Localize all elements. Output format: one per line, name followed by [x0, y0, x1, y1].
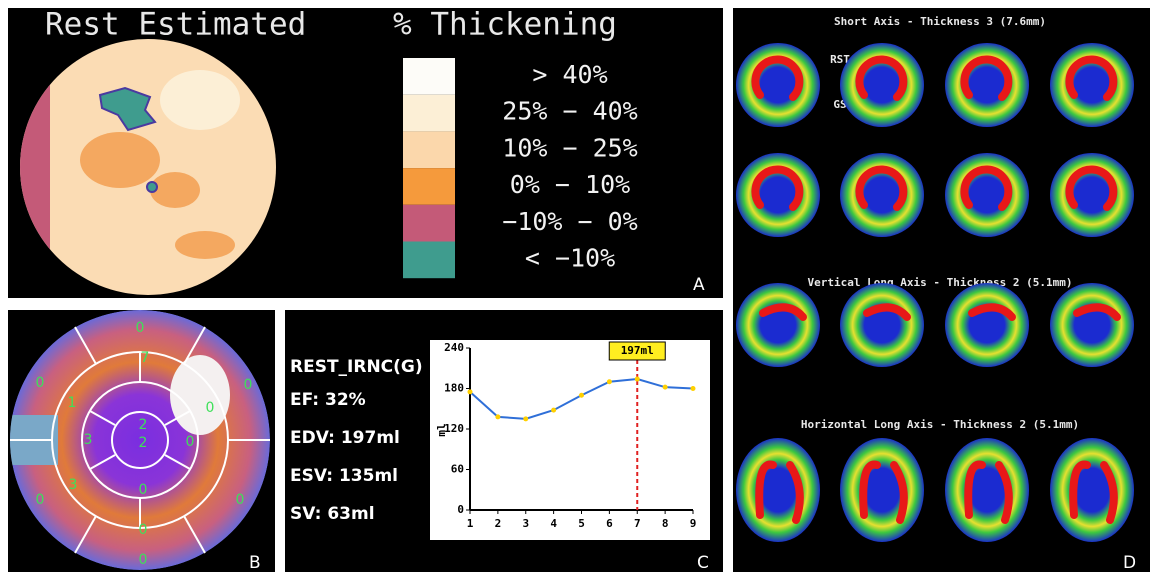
scan-image — [840, 283, 924, 367]
figure: Rest Estimated % Thickening > 40% 25% − 4… — [0, 0, 1153, 574]
y-tick-label: 180 — [444, 382, 464, 395]
segment-value: 3 — [69, 477, 78, 493]
x-axis-label: Interval # — [548, 543, 615, 556]
scan-image — [1050, 438, 1134, 542]
map-region — [147, 182, 157, 192]
map-region — [175, 231, 235, 259]
legend-swatch — [403, 242, 455, 279]
segment-value: 1 — [68, 395, 77, 411]
segment-value: 0 — [236, 492, 245, 508]
segment-value: 2 — [139, 435, 148, 451]
y-tick-label: 240 — [444, 341, 464, 354]
point — [663, 385, 668, 390]
section-title: Vertical Long Axis - Thickness 2 (5.1mm) — [808, 276, 1073, 289]
y-axis-label: ml — [435, 423, 448, 436]
x-tick-label: 7 — [634, 517, 641, 530]
point — [691, 386, 696, 391]
point — [468, 389, 473, 394]
info-text: REST_IRNC(G) — [290, 357, 423, 377]
page: {"panel_a": {"title_left": "Rest Estimat… — [0, 0, 1153, 574]
segment-value: 0 — [36, 375, 45, 391]
segment-value: 0 — [244, 377, 253, 393]
legend-swatch — [403, 131, 455, 168]
segment-value: 2 — [139, 417, 148, 433]
scan-image — [736, 438, 820, 542]
scan-image — [945, 438, 1029, 542]
map-region — [150, 172, 200, 208]
segment-value: 0 — [139, 552, 148, 568]
panel-label: B — [249, 553, 261, 573]
x-tick-label: 3 — [522, 517, 529, 530]
segment-value: 7 — [141, 350, 150, 366]
x-tick-label: 5 — [578, 517, 585, 530]
x-tick-label: 6 — [606, 517, 613, 530]
segment-value: 0 — [136, 320, 145, 336]
legend-label: 0% − 10% — [510, 170, 630, 199]
point — [579, 393, 584, 398]
annotation-label: 197ml — [621, 344, 654, 357]
section-title: Short Axis - Thickness 3 (7.6mm) — [834, 15, 1046, 28]
point — [635, 377, 640, 382]
info-text: EF: 32% — [290, 390, 366, 410]
segment-value: 0 — [139, 522, 148, 538]
legend-label: 25% − 40% — [502, 97, 637, 126]
y-tick-label: 0 — [457, 503, 464, 516]
point — [607, 379, 612, 384]
section-title: Horizontal Long Axis - Thickness 2 (5.1m… — [801, 418, 1079, 431]
legend-label: > 40% — [532, 60, 607, 89]
info-text: SV: 63ml — [290, 504, 375, 524]
scan-image — [1050, 283, 1134, 367]
bullseye-region — [170, 355, 230, 435]
panel-label: A — [693, 275, 705, 295]
legend-label: 10% − 25% — [502, 133, 637, 162]
legend-swatch — [403, 205, 455, 242]
segment-value: 3 — [84, 432, 93, 448]
polar-map — [20, 39, 276, 295]
map-region — [80, 132, 160, 188]
segment-value: 0 — [36, 492, 45, 508]
segment-value: 0 — [186, 434, 195, 450]
info-text: ESV: 135ml — [290, 466, 398, 486]
legend-swatch — [403, 58, 455, 95]
x-tick-label: 8 — [662, 517, 669, 530]
x-tick-label: 4 — [550, 517, 557, 530]
legend-label: −10% − 0% — [502, 207, 637, 236]
point — [551, 408, 556, 413]
panel-a-title: % Thickening — [393, 7, 617, 43]
map-region — [160, 70, 240, 130]
info-text: EDV: 197ml — [290, 428, 400, 448]
legend-label: < −10% — [525, 244, 615, 273]
panel-label: D — [1123, 553, 1136, 573]
scan-image — [945, 283, 1029, 367]
point — [523, 416, 528, 421]
segment-value: 0 — [206, 400, 215, 416]
legend-swatch — [403, 95, 455, 132]
x-tick-label: 1 — [467, 517, 474, 530]
segment-value: 0 — [139, 482, 148, 498]
scan-image — [840, 438, 924, 542]
x-tick-label: 2 — [495, 517, 502, 530]
y-tick-label: 60 — [451, 463, 464, 476]
point — [495, 414, 500, 419]
x-tick-label: 9 — [690, 517, 697, 530]
scan-image — [736, 283, 820, 367]
panel-a-title: Rest Estimated — [45, 7, 306, 43]
panel-label: C — [697, 553, 709, 573]
legend-swatch — [403, 168, 455, 205]
